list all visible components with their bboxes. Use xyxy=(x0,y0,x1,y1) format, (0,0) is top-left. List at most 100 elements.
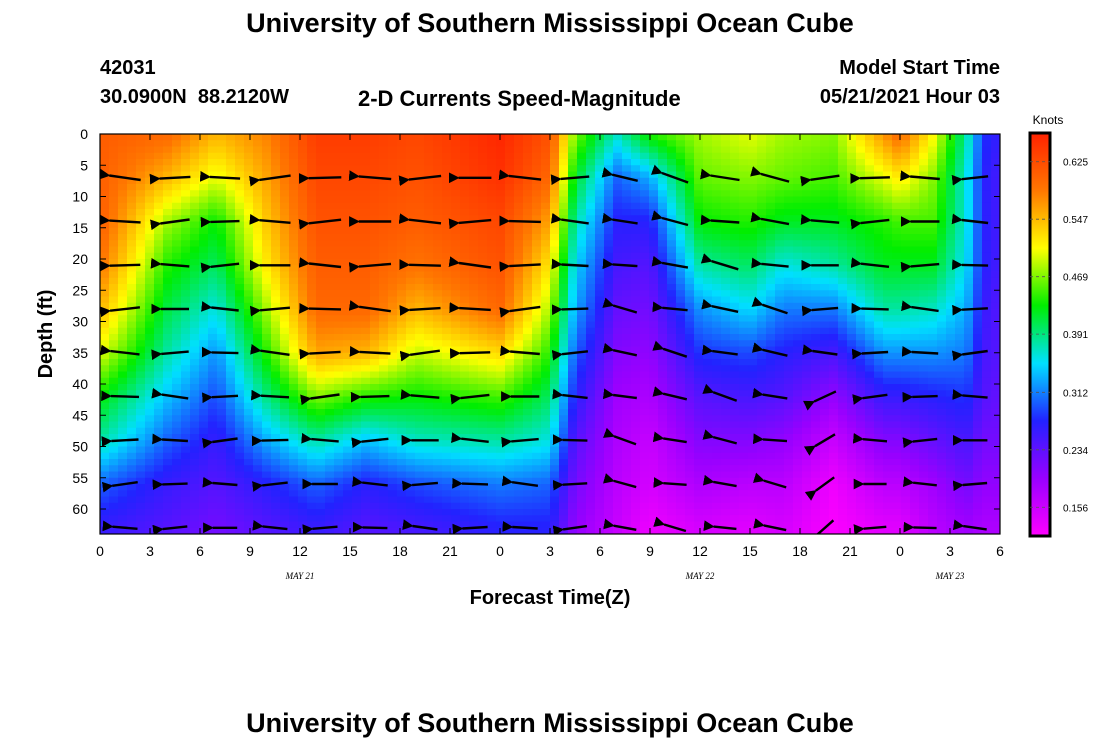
heatmap-cell xyxy=(307,309,317,316)
heatmap-cell xyxy=(424,140,434,148)
heatmap-cell xyxy=(208,334,218,341)
heatmap-cell xyxy=(559,190,569,198)
heatmap-cell xyxy=(118,140,128,148)
heatmap-cell xyxy=(271,484,281,491)
heatmap-cell xyxy=(748,134,758,141)
heatmap-cell xyxy=(406,371,416,379)
heatmap-cell xyxy=(136,446,146,454)
heatmap-cell xyxy=(424,196,434,204)
heatmap-cell xyxy=(550,409,560,416)
heatmap-cell xyxy=(181,315,191,323)
heatmap-cell xyxy=(343,527,353,534)
heatmap-cell xyxy=(757,277,767,285)
heatmap-cell xyxy=(235,434,245,441)
heatmap-cell xyxy=(757,327,767,335)
heatmap-cell xyxy=(748,177,758,185)
heatmap-cell xyxy=(550,227,560,235)
heatmap-cell xyxy=(127,490,137,498)
heatmap-cell xyxy=(658,490,668,498)
heatmap-cell xyxy=(676,177,686,185)
heatmap-cell xyxy=(190,302,200,310)
heatmap-cell xyxy=(109,459,119,466)
heatmap-cell xyxy=(640,415,650,423)
heatmap-cell xyxy=(721,309,731,316)
heatmap-cell xyxy=(190,265,200,273)
heatmap-cell xyxy=(343,252,353,260)
heatmap-cell xyxy=(199,302,209,310)
heatmap-cell xyxy=(352,490,362,498)
heatmap-cell xyxy=(784,252,794,260)
heatmap-cell xyxy=(145,259,155,266)
heatmap-cell xyxy=(406,265,416,273)
heatmap-cell xyxy=(109,252,119,260)
heatmap-cell xyxy=(289,396,299,404)
heatmap-cell xyxy=(775,346,785,354)
heatmap-cell xyxy=(694,315,704,323)
heatmap-cell xyxy=(433,371,443,379)
heatmap-cell xyxy=(739,421,749,429)
heatmap-cell xyxy=(217,265,227,273)
heatmap-cell xyxy=(415,452,425,460)
heatmap-cell xyxy=(721,159,731,166)
heatmap-cell xyxy=(730,521,740,529)
heatmap-cell xyxy=(199,146,209,154)
heatmap-cell xyxy=(118,396,128,404)
heatmap-cell xyxy=(433,484,443,491)
heatmap-cell xyxy=(784,209,794,216)
heatmap-cell xyxy=(100,465,110,473)
heatmap-cell xyxy=(343,321,353,329)
heatmap-cell xyxy=(262,259,272,266)
heatmap-cell xyxy=(370,452,380,460)
heatmap-cell xyxy=(208,146,218,154)
heatmap-cell xyxy=(406,134,416,141)
heatmap-cell xyxy=(586,509,596,516)
heatmap-cell xyxy=(460,165,470,173)
heatmap-cell xyxy=(658,527,668,534)
heatmap-cell xyxy=(415,502,425,510)
heatmap-cell xyxy=(748,259,758,266)
heatmap-cell xyxy=(469,359,479,366)
heatmap-cell xyxy=(541,177,551,185)
heatmap-cell xyxy=(622,521,632,529)
heatmap-cell xyxy=(190,152,200,160)
heatmap-cell xyxy=(757,202,767,210)
heatmap-cell xyxy=(217,321,227,329)
heatmap-cell xyxy=(487,221,497,229)
heatmap-cell xyxy=(676,321,686,329)
heatmap-cell xyxy=(424,152,434,160)
heatmap-cell xyxy=(433,252,443,260)
heatmap-cell xyxy=(496,152,506,160)
heatmap-cell xyxy=(649,434,659,441)
heatmap-cell xyxy=(415,227,425,235)
heatmap-cell xyxy=(739,240,749,248)
heatmap-cell xyxy=(730,296,740,304)
heatmap-cell xyxy=(244,184,254,191)
heatmap-cell xyxy=(388,302,398,310)
heatmap-cell xyxy=(631,252,641,260)
heatmap-cell xyxy=(487,309,497,316)
heatmap-cell xyxy=(604,234,614,241)
heatmap-cell xyxy=(316,209,326,216)
heatmap-cell xyxy=(361,271,371,279)
heatmap-cell xyxy=(658,246,668,254)
heatmap-cell xyxy=(604,209,614,216)
heatmap-cell xyxy=(154,152,164,160)
heatmap-cell xyxy=(757,234,767,241)
heatmap-cell xyxy=(433,309,443,316)
heatmap-cell xyxy=(127,334,137,341)
heatmap-cell xyxy=(280,371,290,379)
heatmap-cell xyxy=(685,146,695,154)
heatmap-cell xyxy=(649,309,659,316)
heatmap-cell xyxy=(145,496,155,504)
heatmap-cell xyxy=(604,377,614,385)
heatmap-cell xyxy=(532,465,542,473)
heatmap-cell xyxy=(451,390,461,398)
heatmap-cell xyxy=(550,290,560,298)
heatmap-cell xyxy=(199,496,209,504)
heatmap-cell xyxy=(667,352,677,360)
heatmap-cell xyxy=(244,415,254,423)
heatmap-cell xyxy=(280,315,290,323)
heatmap-cell xyxy=(280,252,290,260)
heatmap-cell xyxy=(379,271,389,279)
heatmap-cell xyxy=(172,315,182,323)
